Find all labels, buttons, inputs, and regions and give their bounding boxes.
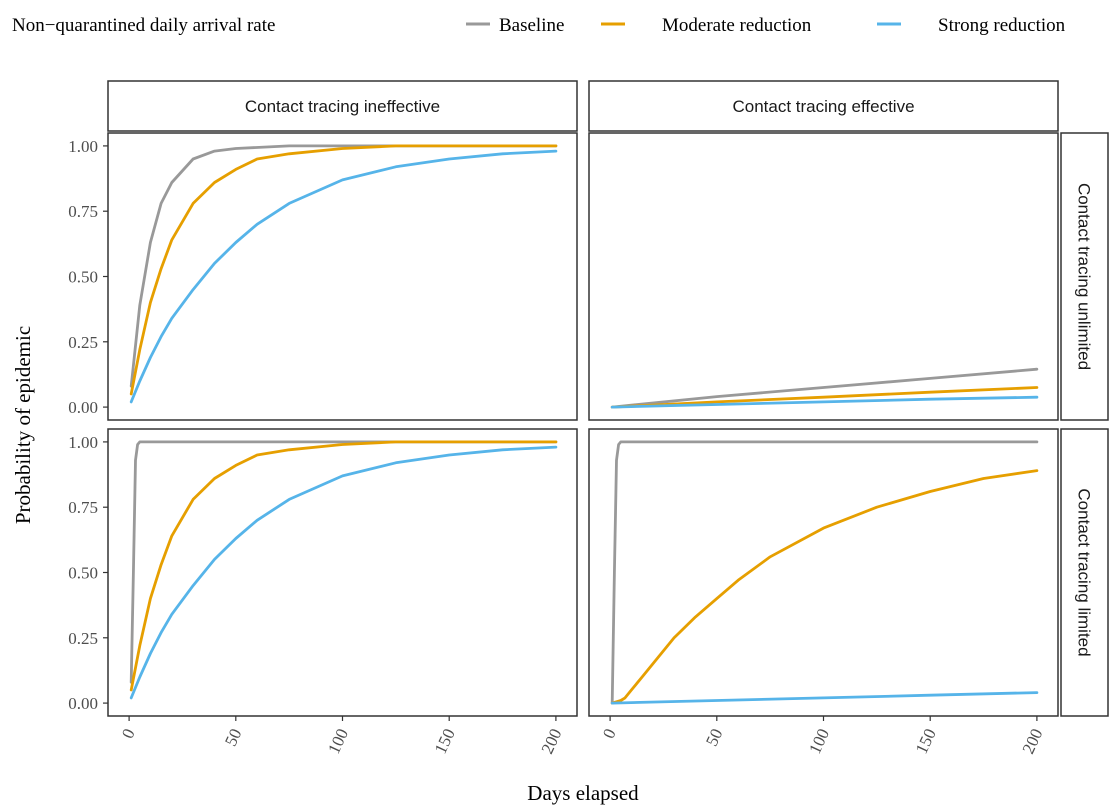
strip-label-contact-tracing-effective: Contact tracing effective [732, 97, 914, 116]
series-line-strong-reduction [129, 445, 558, 700]
legend-label-baseline: Baseline [499, 15, 564, 36]
panel-border [588, 132, 1059, 421]
legend-title: Non−quarantined daily arrival rate [12, 15, 275, 36]
series-line-strong-reduction [610, 395, 1039, 409]
x-tick-label: 50 [221, 726, 245, 749]
x-tick-label: 100 [805, 726, 833, 757]
panel-background [108, 429, 577, 716]
strip-contact-tracing-ineffective [107, 80, 578, 132]
y-tick-label: 0.50 [68, 268, 98, 287]
strip-contact-tracing-unlimited [1060, 132, 1109, 421]
series-line-strong-reduction [129, 149, 558, 404]
strip-label-contact-tracing-limited: Contact tracing limited [1075, 488, 1094, 656]
series-line-moderate-reduction [610, 469, 1039, 705]
series-line-moderate-reduction [129, 144, 558, 396]
strip-contact-tracing-effective [588, 80, 1059, 132]
series-line-strong-reduction [610, 691, 1039, 705]
y-tick-label: 0.50 [68, 564, 98, 583]
panel-contact-tracing-effective-contact-tracing-unlimited [588, 132, 1059, 421]
x-tick-label: 50 [702, 726, 726, 749]
x-tick-label: 150 [431, 726, 459, 757]
legend: Non−quarantined daily arrival rate Baseli… [12, 15, 1066, 36]
x-axis-label: Days elapsed [527, 781, 639, 805]
facet-strips: Contact tracing ineffective Contact traci… [107, 80, 1109, 717]
panels [107, 132, 1059, 717]
y-tick-label: 0.25 [68, 629, 98, 648]
y-tick-label: 0.25 [68, 333, 98, 352]
legend-label-strong-reduction: Strong reduction [938, 15, 1066, 36]
strip-contact-tracing-limited [1060, 428, 1109, 717]
y-tick-label: 0.00 [68, 694, 98, 713]
panel-contact-tracing-effective-contact-tracing-limited [588, 428, 1059, 717]
x-tick-label: 150 [912, 726, 940, 757]
y-tick-label: 1.00 [68, 137, 98, 156]
series-line-baseline [129, 144, 558, 388]
series-line-baseline [129, 440, 558, 684]
series-line-baseline [610, 440, 1039, 705]
series-line-moderate-reduction [129, 440, 558, 692]
panel-background [589, 133, 1058, 420]
strip-label-contact-tracing-unlimited: Contact tracing unlimited [1075, 183, 1094, 370]
legend-label-moderate-reduction: Moderate reduction [662, 15, 812, 36]
y-axis-label: Probability of epidemic [11, 326, 35, 524]
y-tick-label: 0.75 [68, 202, 98, 221]
panel-background [589, 429, 1058, 716]
x-tick-label: 200 [1019, 726, 1047, 757]
series-line-baseline [610, 367, 1039, 409]
series-line-moderate-reduction [610, 386, 1039, 409]
panel-contact-tracing-ineffective-contact-tracing-unlimited [107, 132, 578, 421]
x-tick-label: 0 [118, 726, 139, 742]
panel-contact-tracing-ineffective-contact-tracing-limited [107, 428, 578, 717]
x-tick-label: 0 [599, 726, 620, 742]
strip-label-contact-tracing-ineffective: Contact tracing ineffective [245, 97, 440, 116]
y-tick-label: 0.75 [68, 498, 98, 517]
y-tick-label: 1.00 [68, 433, 98, 452]
x-tick-label: 100 [324, 726, 352, 757]
y-tick-label: 0.00 [68, 398, 98, 417]
x-tick-label: 200 [538, 726, 566, 757]
